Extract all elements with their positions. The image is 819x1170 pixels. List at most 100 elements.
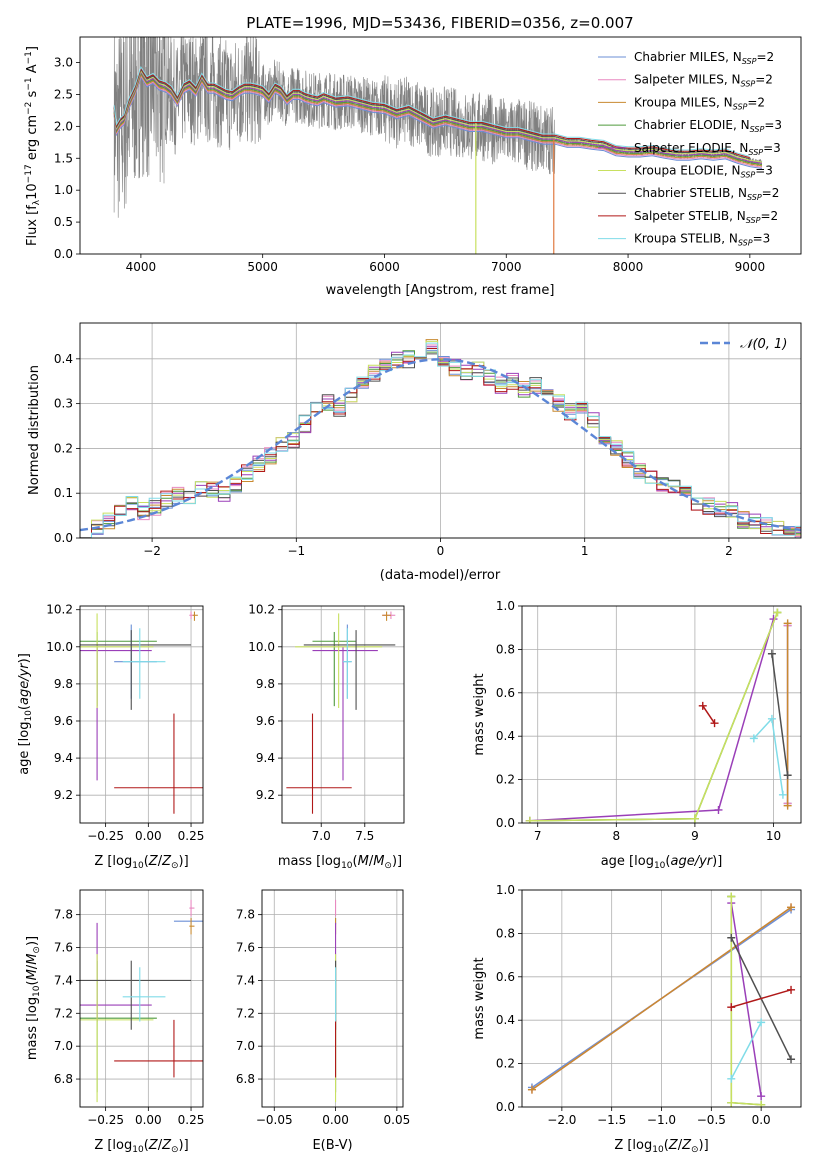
x-tick-label: −1.0 — [647, 1113, 676, 1127]
data-point-marker — [787, 985, 796, 994]
y-tick-label: 7.0 — [54, 1039, 73, 1053]
y-tick-label: 9.2 — [54, 788, 73, 802]
x-axis-label: Z [log10(Z/Z⊙)] — [614, 1138, 708, 1155]
plot-area — [113, 37, 763, 254]
plot-spectrum: 4000 5000 6000 7000 8000 9000 0.0 0.5 1.0 1.5 2.0 2… — [54, 36, 802, 274]
model-spectrum-line — [113, 68, 750, 160]
y-tick-label: 3.0 — [54, 56, 73, 70]
plot-weight-vs-age: 7 8 9 10 0.0 0.2 0.4 0.6 0.8 1.0 — [496, 599, 802, 843]
data-point-marker — [727, 1074, 736, 1083]
y-tick-label: 1.0 — [54, 183, 73, 197]
x-axis-label: (data-model)/error — [380, 568, 501, 583]
data-point-marker — [767, 714, 776, 723]
x-tick-label: −0.25 — [87, 1113, 124, 1127]
y-tick-label: 0.8 — [496, 926, 515, 940]
y-tick-label: 0.8 — [496, 642, 515, 656]
y-tick-label: 2.0 — [54, 119, 73, 133]
y-tick-label: 0.0 — [54, 247, 73, 261]
y-tick-label: 0.5 — [54, 215, 73, 229]
plot-area — [80, 339, 801, 538]
histogram-series — [80, 346, 801, 538]
x-tick-label: 7.5 — [355, 829, 374, 843]
model-spectrum-line — [113, 72, 763, 166]
axes-frame — [281, 605, 405, 824]
data-point-marker — [783, 619, 792, 628]
legend: Chabrier MILES, NSSP=2 Salpeter MILES, NS… — [598, 50, 782, 248]
plot-area — [527, 892, 796, 1107]
data-point-marker — [727, 892, 736, 901]
axes-frame — [261, 889, 404, 1108]
x-tick-label: 0.05 — [384, 1113, 411, 1127]
axes-frame — [521, 889, 802, 1108]
y-axis-label: mass weight — [472, 957, 487, 1039]
legend-label: Kroupa STELIB, NSSP=3 — [634, 232, 770, 248]
data-point-marker — [783, 801, 792, 810]
plot-age-vs-mass: 7.0 7.5 9.2 9.4 9.6 9.8 10.0 10.2 — [248, 603, 405, 843]
histogram-series — [80, 342, 801, 538]
y-tick-label: 7.8 — [54, 908, 73, 922]
x-axis-label: age [log10(age/yr)] — [601, 854, 723, 871]
data-point-marker — [727, 1098, 736, 1107]
plot-weight-vs-Z: −2.0 −1.5 −1.0 −0.5 0.0 0.0 0.2 0.4 0.6 0.8 1.0 — [496, 883, 802, 1127]
y-tick-label: 6.8 — [236, 1072, 255, 1086]
legend-label: Salpeter MILES, NSSP=2 — [634, 73, 773, 89]
x-tick-label: 9000 — [735, 260, 766, 274]
x-tick-label: 4000 — [126, 260, 157, 274]
x-tick-label: 8 — [612, 829, 620, 843]
y-tick-label: 0.4 — [496, 1013, 515, 1027]
x-tick-label: 0.00 — [322, 1113, 349, 1127]
data-point-marker — [749, 734, 758, 743]
data-point-marker — [778, 790, 787, 799]
model-spectrum-line — [113, 69, 763, 163]
legend-label: Chabrier STELIB, NSSP=2 — [634, 186, 779, 202]
x-tick-label: 8000 — [613, 260, 644, 274]
plot-area — [525, 608, 792, 823]
y-tick-label: 1.0 — [496, 599, 515, 613]
series-line — [730, 1022, 762, 1080]
plot-area — [80, 899, 203, 1103]
series-line — [753, 717, 784, 795]
histogram-series — [80, 340, 801, 538]
y-tick-label: 7.6 — [54, 941, 73, 955]
y-tick-label: 1.0 — [496, 883, 515, 897]
x-tick-label: 10 — [766, 829, 781, 843]
data-point-marker — [525, 816, 534, 823]
y-tick-label: 9.4 — [54, 751, 73, 765]
x-tick-label: −0.25 — [87, 829, 124, 843]
x-axis-label: Z [log10(Z/Z⊙)] — [94, 854, 188, 871]
x-tick-label: 0.25 — [178, 1113, 205, 1127]
data-point-marker — [783, 771, 792, 780]
x-axis-label: mass [log10(M/M⊙)] — [278, 854, 402, 871]
legend-label: Salpeter STELIB, NSSP=2 — [634, 209, 778, 225]
series-line — [730, 902, 762, 1097]
plot-area — [80, 611, 203, 814]
y-tick-label: 9.6 — [256, 714, 275, 728]
axes-frame — [521, 605, 802, 824]
y-tick-label: 9.8 — [256, 677, 275, 691]
y-tick-label: 0.0 — [496, 816, 515, 830]
plot-mass-vs-ebv: −0.05 0.00 0.05 6.8 7.0 7.2 7.4 7.6 7.8 — [236, 889, 411, 1127]
y-tick-label: 7.4 — [236, 973, 255, 987]
x-tick-label: −2.0 — [547, 1113, 576, 1127]
legend-label: Salpeter ELODIE, NSSP=3 — [634, 141, 781, 157]
data-point-marker — [787, 1055, 796, 1064]
y-tick-label: 0.6 — [496, 686, 515, 700]
histogram-series — [80, 353, 801, 538]
legend-label: Chabrier ELODIE, NSSP=3 — [634, 118, 782, 134]
histogram-series — [80, 344, 801, 538]
y-tick-label: 0.2 — [496, 773, 515, 787]
data-point-marker — [727, 1003, 736, 1012]
series-line — [731, 989, 792, 1008]
x-tick-label: 0.0 — [752, 1113, 771, 1127]
y-tick-label: 9.8 — [54, 677, 73, 691]
y-axis-label: Flux [fλ10−17 erg cm−2 s−1 A−1] — [24, 46, 42, 246]
series-line — [771, 653, 789, 776]
y-tick-label: 0.0 — [54, 531, 73, 545]
x-tick-label: −1 — [287, 544, 305, 558]
y-tick-label: 7.2 — [236, 1006, 255, 1020]
model-spectrum-line — [113, 67, 750, 159]
x-tick-label: 0.00 — [135, 1113, 162, 1127]
y-tick-label: 2.5 — [54, 87, 73, 101]
series-line — [531, 906, 792, 1091]
